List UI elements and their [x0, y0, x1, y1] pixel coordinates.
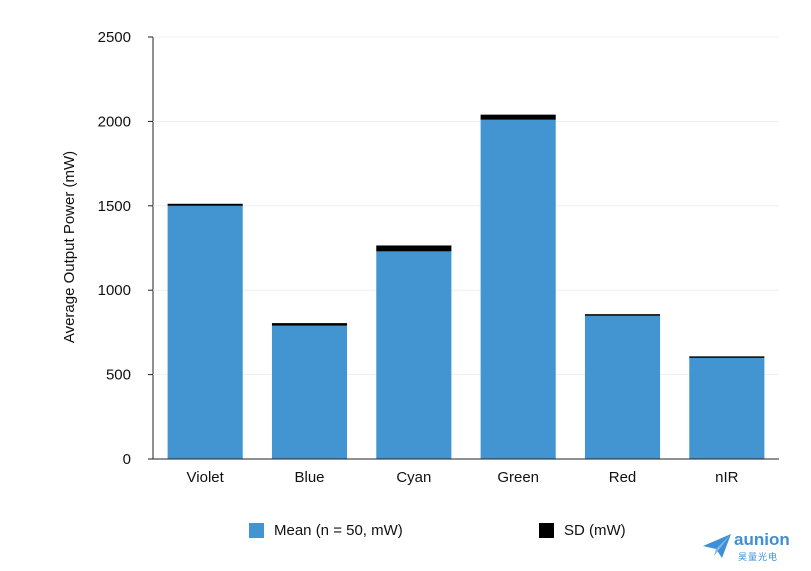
y-tick-label: 0	[123, 451, 131, 468]
bar-chart: 0 500 1000 1500 2000 2500 Violet Blue Cyan Green…	[61, 29, 779, 486]
legend-label-sd: SD (mW)	[564, 522, 626, 539]
bar-mean-cyan	[376, 251, 452, 459]
y-axis-title: Average Output Power (mW)	[61, 151, 78, 343]
x-tick-label: Green	[497, 469, 539, 486]
y-tick-label: 2500	[98, 29, 131, 46]
bars	[167, 114, 765, 459]
bar-mean-nir	[689, 357, 765, 459]
bar-mean-blue	[271, 325, 348, 459]
legend-swatch-mean	[249, 523, 264, 538]
y-axis: 0 500 1000 1500 2000 2500	[98, 29, 779, 468]
legend-swatch-sd	[539, 523, 554, 538]
logo-subtext: 昊量光电	[738, 552, 779, 562]
legend-label-mean: Mean (n = 50, mW)	[274, 522, 403, 539]
bar-sd-red	[584, 314, 661, 316]
x-tick-label: Cyan	[396, 469, 431, 486]
aunion-logo: aunion 昊量光电	[702, 528, 806, 564]
bar-sd-nir	[689, 356, 765, 358]
x-tick-label: Violet	[187, 469, 225, 486]
bar-mean-green	[480, 119, 556, 459]
x-tick-label: nIR	[715, 469, 739, 486]
logo-brand-text: aunion	[734, 530, 790, 549]
x-tick-label: Blue	[294, 469, 324, 486]
bar-mean-violet	[167, 205, 243, 459]
y-tick-label: 500	[106, 367, 131, 384]
bar-sd-blue	[271, 323, 348, 326]
bar-sd-violet	[167, 203, 243, 206]
y-tick-label: 2000	[98, 113, 131, 130]
x-tick-label: Red	[609, 469, 637, 486]
bar-mean-red	[584, 315, 661, 459]
paper-plane-logo-icon	[703, 534, 731, 558]
legend-item-sd: SD (mW)	[539, 522, 626, 539]
x-axis: Violet Blue Cyan Green Red nIR	[153, 458, 779, 486]
y-tick-label: 1000	[98, 282, 131, 299]
legend: Mean (n = 50, mW) SD (mW)	[0, 522, 811, 544]
bar-sd-cyan	[376, 245, 452, 252]
legend-item-mean: Mean (n = 50, mW)	[249, 522, 403, 539]
y-tick-label: 1500	[98, 198, 131, 215]
bar-sd-green	[480, 114, 556, 120]
